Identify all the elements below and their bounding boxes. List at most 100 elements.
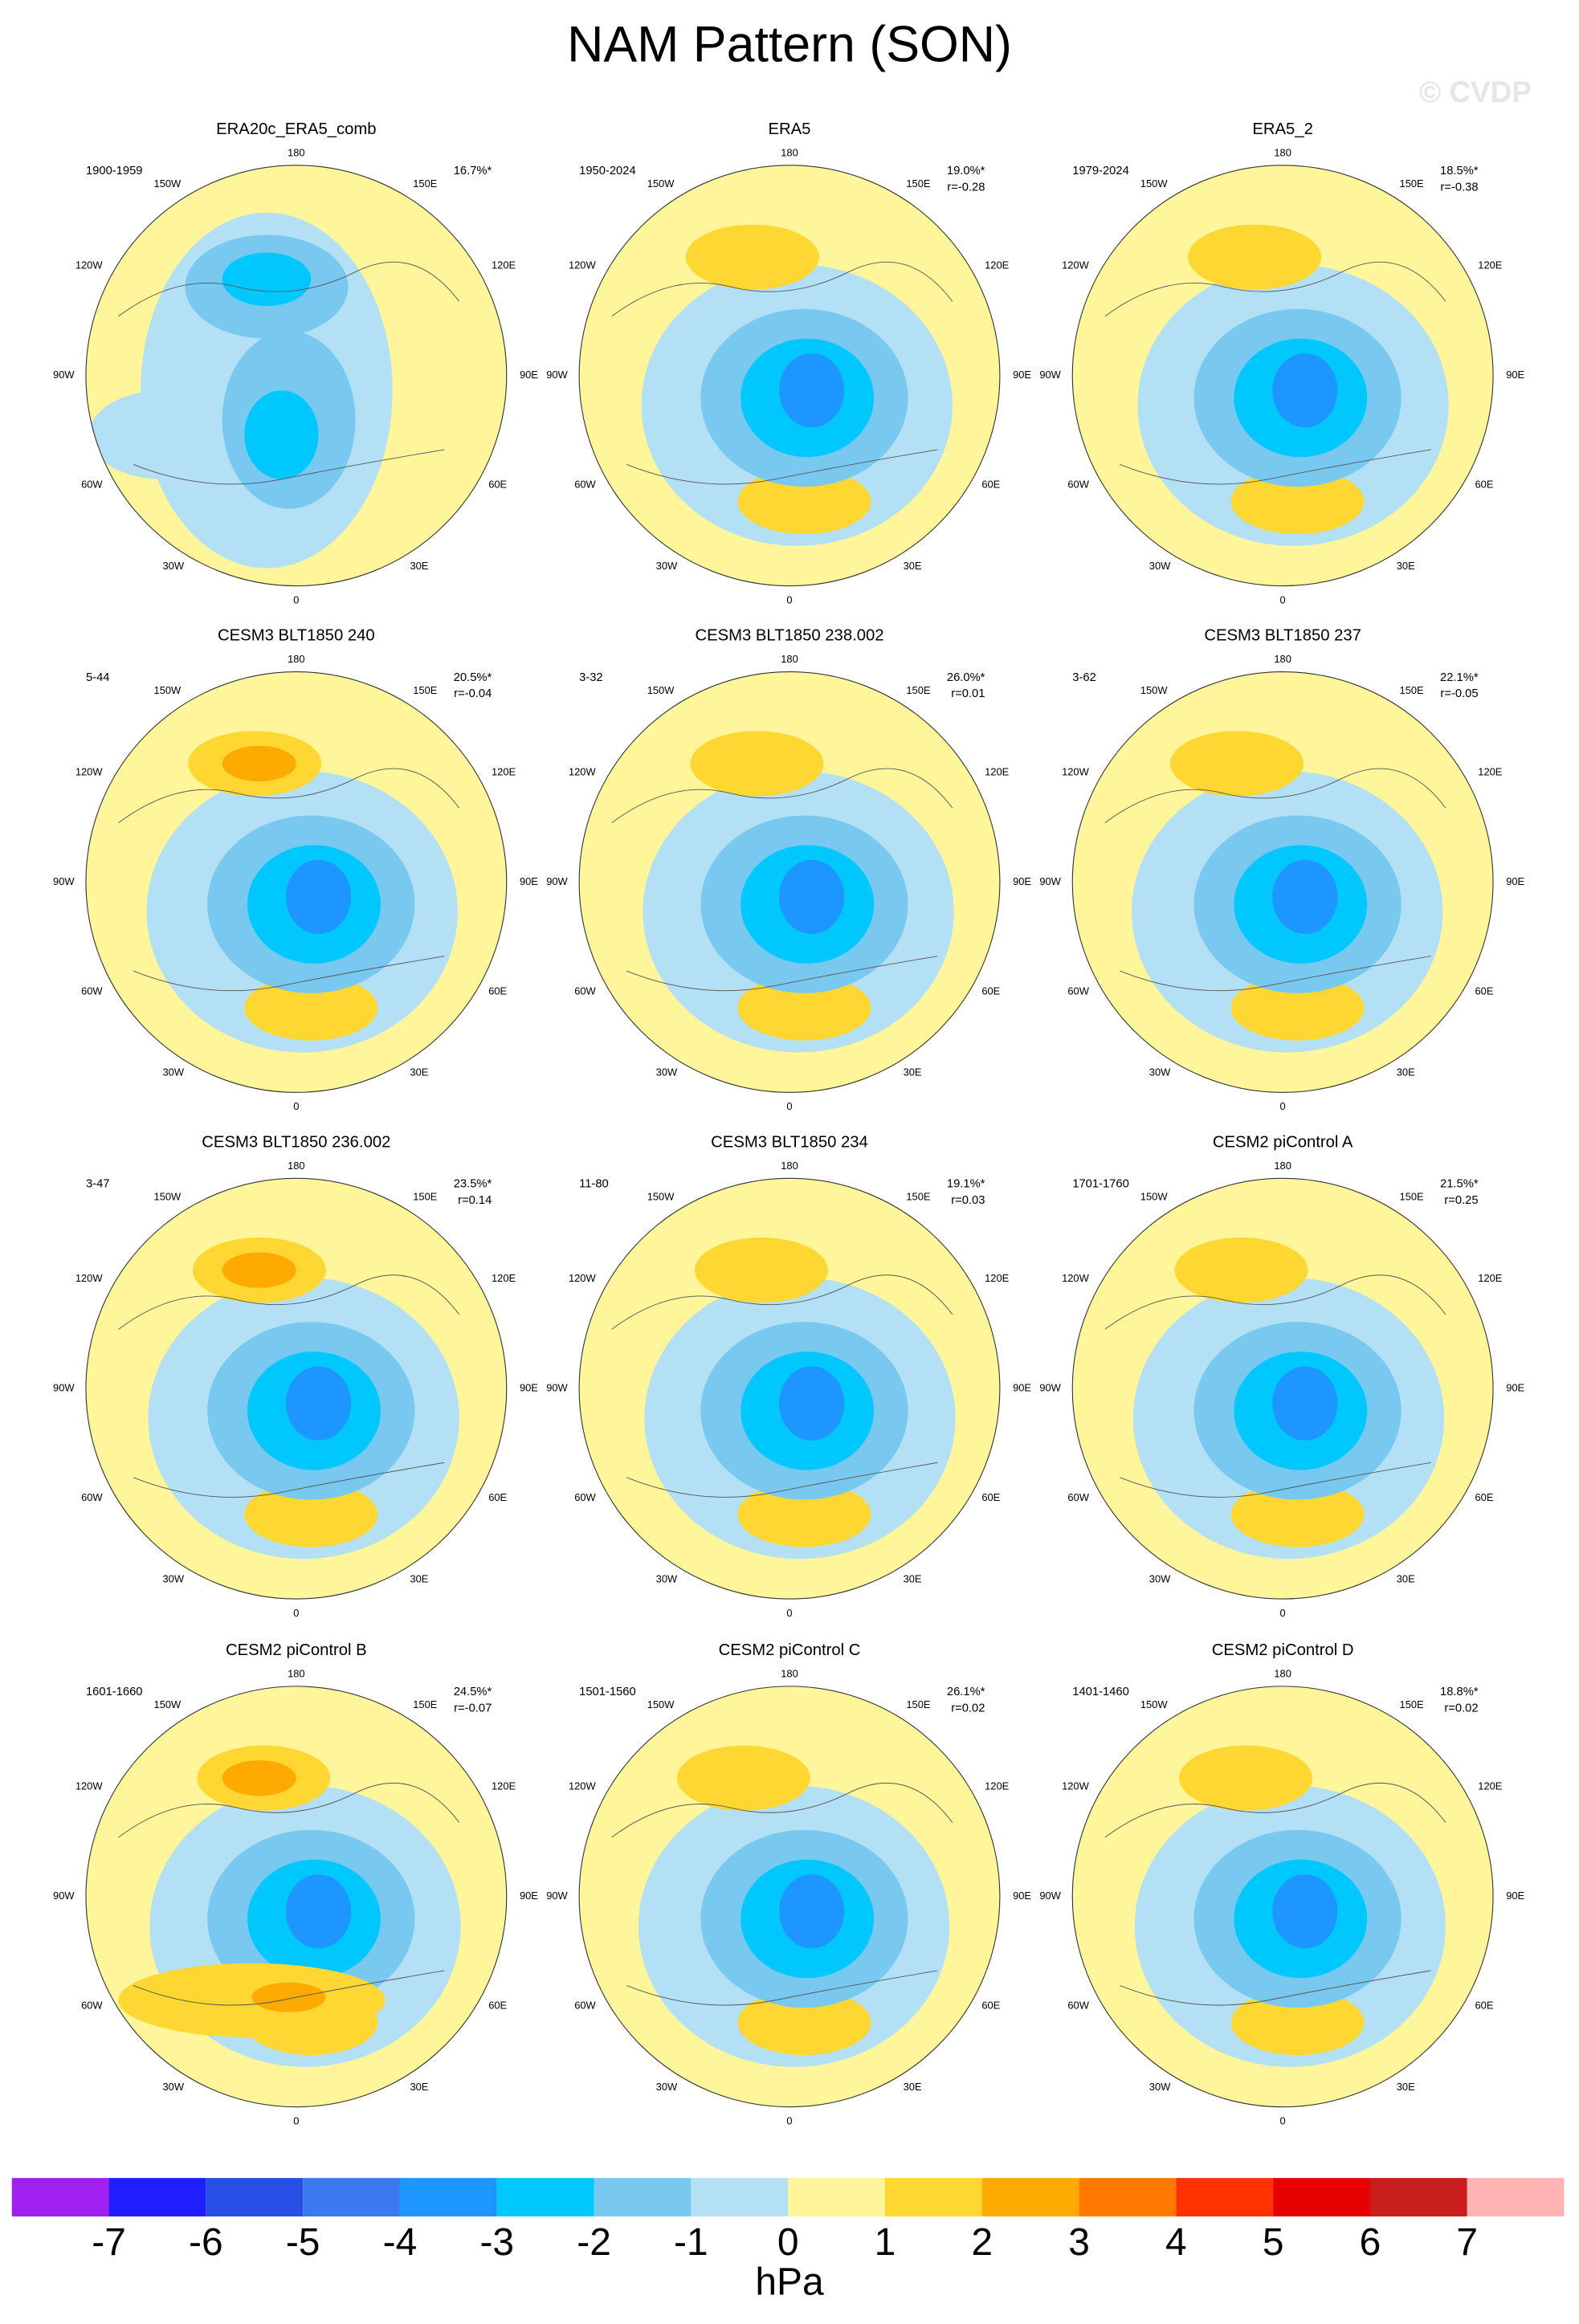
lon-label: 120W [1062, 259, 1090, 271]
colorbar-box [691, 2178, 789, 2217]
lon-label: 60W [81, 479, 103, 491]
map-outline [578, 1686, 1001, 2108]
map [1072, 165, 1494, 586]
lon-label: 90E [520, 369, 538, 381]
lon-label: 180 [781, 1668, 798, 1680]
lon-label: 150E [413, 1698, 438, 1710]
colorbar-tick-label: -3 [479, 2221, 514, 2264]
colorbar-box [1369, 2178, 1467, 2217]
lon-label: 180 [781, 1160, 798, 1172]
colorbar-tick-label: 2 [971, 2221, 993, 2264]
colorbar-box [1176, 2178, 1274, 2217]
anomaly-contour [1272, 353, 1338, 428]
lon-label: 30W [163, 1572, 185, 1584]
correlation: r=-0.07 [454, 1702, 492, 1714]
lon-label: 150E [906, 1191, 931, 1203]
anomaly-contour [251, 1982, 326, 2012]
period: 3-47 [86, 1178, 110, 1191]
coastline [1104, 768, 1446, 992]
lon-label: 120W [569, 259, 597, 271]
lon-label: 0 [293, 593, 299, 605]
lon-label: 150W [647, 684, 675, 696]
colorbar-box [11, 2178, 109, 2217]
panel-title: ERA5_2 [1252, 120, 1312, 138]
lon-label: 180 [1274, 653, 1291, 665]
lon-label: 150W [1140, 1698, 1169, 1710]
lon-label: 150W [1140, 1191, 1169, 1203]
variance-pct: 21.5%* [1440, 1178, 1479, 1191]
colorbar-box [206, 2178, 304, 2217]
lon-label: 120W [1062, 1780, 1090, 1792]
coastline [1104, 1782, 1446, 2006]
variance-pct: 16.7%* [454, 165, 492, 177]
lon-label: 120W [569, 1780, 597, 1792]
lon-label: 60W [574, 479, 596, 491]
lon-label: 30W [1149, 2081, 1171, 2093]
coastline [118, 1274, 460, 1498]
lon-label: 30E [1397, 2081, 1415, 2093]
lon-label: 60W [574, 1491, 596, 1503]
anomaly-contour [222, 745, 296, 782]
lon-label: 150E [413, 1191, 438, 1203]
lon-label: 120W [75, 1780, 104, 1792]
figure-title: NAM Pattern (SON) [567, 17, 1012, 73]
lon-label: 180 [1274, 1668, 1291, 1680]
lon-label: 30W [656, 2081, 678, 2093]
lon-label: 30W [1149, 1572, 1171, 1584]
lon-label: 120W [1062, 1272, 1090, 1284]
anomaly-contour [737, 975, 871, 1041]
coastline [118, 768, 460, 992]
lon-label: 90E [1013, 875, 1031, 887]
lon-label: 60W [574, 2000, 596, 2012]
map-outline [1071, 1177, 1494, 1600]
lon-label: 30E [410, 1066, 428, 1078]
lon-label: 30E [904, 2081, 922, 2093]
colorbar-box [788, 2178, 885, 2217]
lon-label: 30W [1149, 1066, 1171, 1078]
lon-label: 30E [1397, 560, 1415, 572]
anomaly-contour [1230, 1482, 1365, 1547]
lon-label: 30W [1149, 560, 1171, 572]
variance-pct: 20.5%* [454, 671, 492, 684]
lon-label: 180 [288, 653, 305, 665]
colorbar-box [399, 2178, 497, 2217]
lon-label: 30W [656, 560, 678, 572]
lon-label: 60E [1475, 985, 1493, 997]
colorbar-tick-label: -1 [674, 2221, 708, 2264]
lon-label: 150W [154, 1698, 182, 1710]
lon-label: 60E [488, 479, 507, 491]
lon-label: 150E [413, 684, 438, 696]
lon-label: 0 [1280, 593, 1286, 605]
colorbar-tick-label: 3 [1068, 2221, 1090, 2264]
lon-label: 150E [906, 684, 931, 696]
colorbar-box [1273, 2178, 1370, 2217]
panel-title: CESM3 BLT1850 234 [711, 1133, 868, 1151]
lon-label: 150E [906, 177, 931, 190]
colorbar-tick-label: 4 [1165, 2221, 1187, 2264]
map [1072, 1686, 1494, 2107]
lon-label: 120E [985, 259, 1010, 271]
lon-label: 180 [288, 1160, 305, 1172]
coastline [1104, 1274, 1446, 1498]
anomaly-contour [118, 1963, 386, 2037]
lon-label: 60W [1067, 479, 1089, 491]
lon-label: 90W [53, 369, 75, 381]
coastline [611, 768, 953, 992]
correlation: r=0.02 [1444, 1702, 1478, 1714]
period: 5-44 [86, 671, 110, 684]
anomaly-contour [685, 224, 819, 290]
lon-label: 150W [154, 684, 182, 696]
lon-label: 120W [569, 1272, 597, 1284]
lon-label: 30W [163, 2081, 185, 2093]
correlation: r=-0.38 [1440, 181, 1478, 194]
panel-title: CESM3 BLT1850 238.002 [695, 627, 883, 645]
lon-label: 30W [656, 1066, 678, 1078]
anomaly-contour [690, 731, 824, 797]
colorbar-box [981, 2178, 1079, 2217]
variance-pct: 18.5%* [1440, 165, 1479, 177]
anomaly-contour [285, 859, 352, 934]
lon-label: 90W [53, 1382, 75, 1394]
lon-label: 60W [1067, 985, 1089, 997]
lon-label: 120W [75, 1272, 104, 1284]
lon-label: 0 [786, 1100, 792, 1112]
